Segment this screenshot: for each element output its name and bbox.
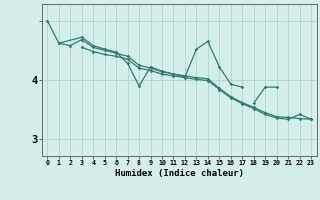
X-axis label: Humidex (Indice chaleur): Humidex (Indice chaleur): [115, 169, 244, 178]
